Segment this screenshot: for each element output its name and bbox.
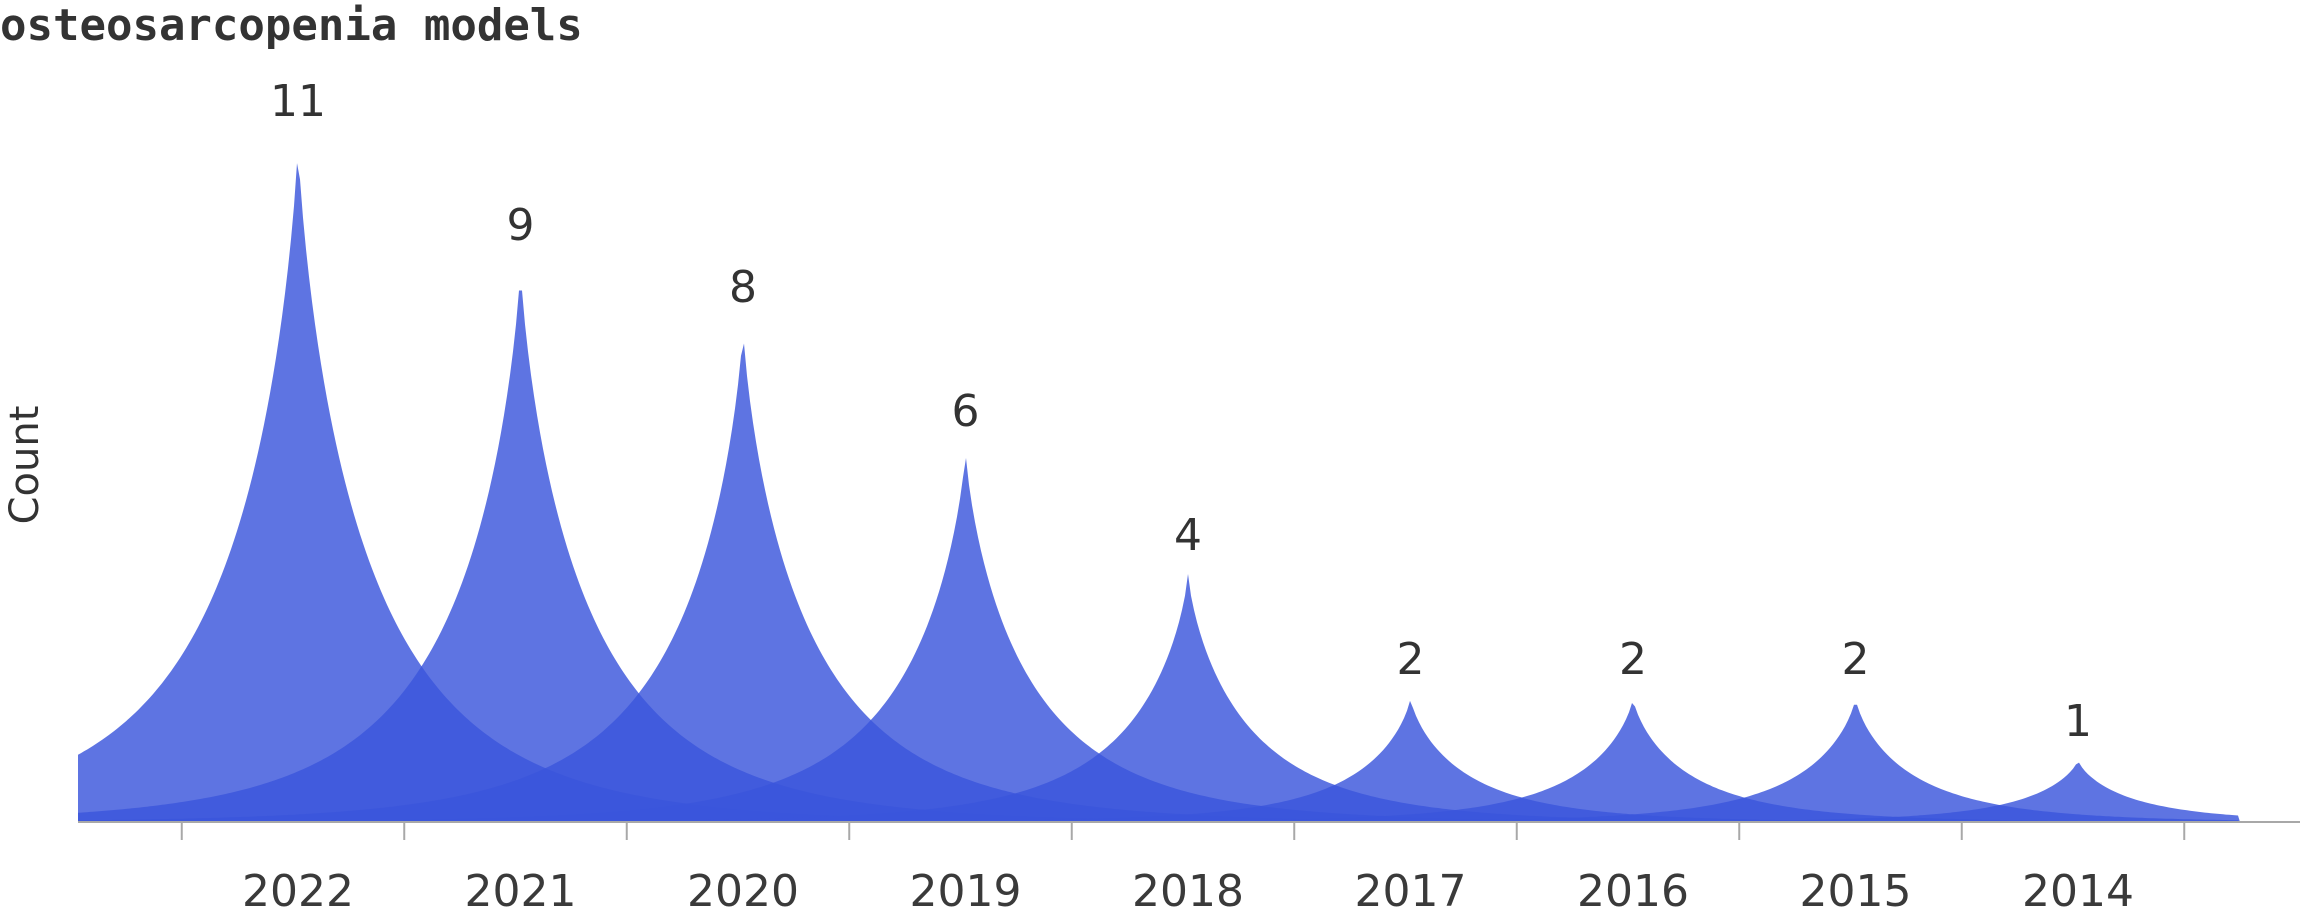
value-label-2015: 2 <box>1842 634 1870 685</box>
value-label-2017: 2 <box>1397 634 1425 685</box>
peak-2022 <box>78 163 2240 823</box>
peak-2014 <box>78 762 2240 822</box>
value-label-2014: 1 <box>2064 696 2092 747</box>
value-label-2019: 6 <box>952 386 980 437</box>
x-tick-label-2021: 2021 <box>465 866 577 917</box>
value-label-2022: 11 <box>270 76 326 127</box>
peak-2016 <box>78 703 2240 822</box>
x-tick-label-2016: 2016 <box>1577 866 1689 917</box>
x-tick-label-2018: 2018 <box>1132 866 1244 917</box>
plot-area: 11 9 8 6 4 2 2 2 1 <box>78 76 2240 823</box>
x-tick-label-2017: 2017 <box>1355 866 1467 917</box>
x-tick-label-2014: 2014 <box>2022 866 2134 917</box>
chart-title: osteosarcopenia models <box>0 0 583 51</box>
value-label-2018: 4 <box>1174 510 1202 561</box>
x-axis-ticks: 2022 2021 2020 2019 2018 2017 2016 2015 2014 <box>180 822 2186 917</box>
x-tick-label-2022: 2022 <box>242 866 354 917</box>
x-tick-label-2020: 2020 <box>687 866 799 917</box>
peak-2021 <box>78 290 2240 822</box>
peak-2018 <box>78 574 2240 822</box>
value-label-2020: 8 <box>729 262 757 313</box>
value-label-2021: 9 <box>507 200 535 251</box>
x-tick-label-2019: 2019 <box>910 866 1022 917</box>
value-label-2016: 2 <box>1619 634 1647 685</box>
y-axis-label: Count <box>2 406 48 525</box>
x-tick-label-2015: 2015 <box>1800 866 1912 917</box>
